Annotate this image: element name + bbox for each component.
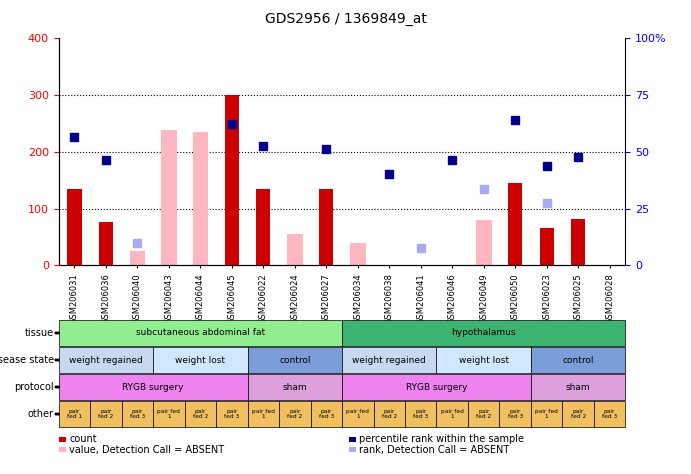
- Text: pair
fed 2: pair fed 2: [98, 409, 113, 419]
- Text: other: other: [28, 409, 54, 419]
- Text: tissue: tissue: [25, 328, 54, 338]
- Text: pair fed
1: pair fed 1: [158, 409, 180, 419]
- Text: disease state: disease state: [0, 355, 54, 365]
- Text: pair
fed 3: pair fed 3: [319, 409, 334, 419]
- Bar: [256, 189, 270, 265]
- Bar: [571, 219, 585, 265]
- Text: count: count: [69, 434, 97, 445]
- Text: pair
fed 3: pair fed 3: [413, 409, 428, 419]
- Text: rank, Detection Call = ABSENT: rank, Detection Call = ABSENT: [359, 445, 509, 455]
- Text: GDS2956 / 1369849_at: GDS2956 / 1369849_at: [265, 12, 426, 26]
- Text: weight regained: weight regained: [352, 356, 426, 365]
- Bar: [287, 234, 303, 265]
- Text: pair
fed 3: pair fed 3: [130, 409, 145, 419]
- Text: pair
fed 2: pair fed 2: [571, 409, 586, 419]
- Bar: [193, 132, 208, 265]
- Text: pair
fed 2: pair fed 2: [476, 409, 491, 419]
- Text: pair fed
1: pair fed 1: [536, 409, 558, 419]
- Text: protocol: protocol: [15, 382, 54, 392]
- Text: pair
fed 3: pair fed 3: [225, 409, 240, 419]
- Text: pair fed
1: pair fed 1: [252, 409, 275, 419]
- Bar: [350, 243, 366, 265]
- Text: value, Detection Call = ABSENT: value, Detection Call = ABSENT: [69, 445, 224, 455]
- Text: weight lost: weight lost: [459, 356, 509, 365]
- Text: control: control: [279, 356, 310, 365]
- Text: pair fed
1: pair fed 1: [346, 409, 369, 419]
- Bar: [476, 220, 491, 265]
- Bar: [68, 189, 82, 265]
- Bar: [508, 183, 522, 265]
- Text: weight lost: weight lost: [176, 356, 225, 365]
- Bar: [319, 189, 333, 265]
- Bar: [540, 228, 553, 265]
- Text: percentile rank within the sample: percentile rank within the sample: [359, 434, 524, 445]
- Bar: [99, 222, 113, 265]
- Bar: [129, 251, 145, 265]
- Text: pair
fed 2: pair fed 2: [381, 409, 397, 419]
- Text: weight regained: weight regained: [69, 356, 143, 365]
- Text: pair
fed 2: pair fed 2: [193, 409, 208, 419]
- Text: pair fed
1: pair fed 1: [441, 409, 464, 419]
- Text: pair
fed 2: pair fed 2: [287, 409, 303, 419]
- Text: pair
fed 3: pair fed 3: [602, 409, 617, 419]
- Text: sham: sham: [566, 383, 590, 392]
- Text: subcutaneous abdominal fat: subcutaneous abdominal fat: [136, 328, 265, 337]
- Text: pair
fed 1: pair fed 1: [67, 409, 82, 419]
- Text: control: control: [562, 356, 594, 365]
- Bar: [161, 130, 177, 265]
- Bar: [225, 95, 239, 265]
- Text: sham: sham: [283, 383, 307, 392]
- Text: RYGB surgery: RYGB surgery: [122, 383, 184, 392]
- Text: pair
fed 3: pair fed 3: [508, 409, 523, 419]
- Text: RYGB surgery: RYGB surgery: [406, 383, 467, 392]
- Text: hypothalamus: hypothalamus: [451, 328, 516, 337]
